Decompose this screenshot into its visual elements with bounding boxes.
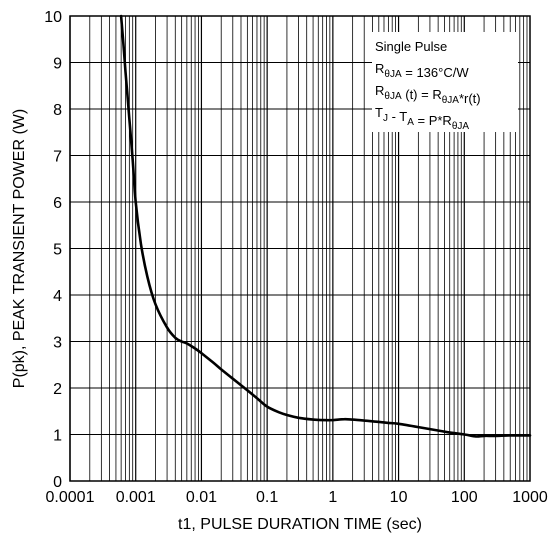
y-tick-label: 3	[53, 335, 62, 352]
annotation-subscript: θJA	[452, 121, 470, 132]
x-tick-label: 0.001	[116, 489, 156, 506]
x-tick-label: 100	[451, 489, 478, 506]
tick-labels: 0.0001 0.001 0.01 0.1 1 10 100 1000 0 1 2 3 4 5 6 7 8 9 10	[44, 9, 548, 506]
y-tick-label: 1	[53, 428, 62, 445]
annotation-text: = P*R	[414, 113, 452, 128]
y-tick-label: 8	[53, 102, 62, 119]
plot-area-frame	[69, 15, 531, 482]
annotation-line: RθJA = 136°C/W	[375, 61, 469, 80]
annotation-text: *r(t)	[459, 91, 481, 106]
y-tick-label: 9	[53, 56, 62, 73]
annotation-text: - T	[388, 109, 407, 124]
y-axis-label: P(pk), PEAK TRANSIENT POWER (W)	[11, 109, 28, 388]
y-tick-label: 4	[53, 288, 62, 305]
annotation-text: = 136°C/W	[402, 65, 470, 80]
annotation-subscript: θJA	[384, 69, 402, 80]
x-tick-label: 0.0001	[46, 489, 95, 506]
y-tick-label: 7	[53, 149, 62, 166]
x-tick-label: 10	[390, 489, 408, 506]
x-tick-label: 1000	[512, 489, 548, 506]
annotation-line: TJ - TA = P*RθJA	[375, 105, 469, 132]
y-tick-label: 6	[53, 195, 62, 212]
annotation-text: Single Pulse	[375, 39, 447, 54]
x-tick-label: 0.1	[256, 489, 278, 506]
annotation-subscript: A	[407, 117, 414, 128]
y-tick-label: 5	[53, 242, 62, 259]
annotation-line: Single Pulse	[375, 39, 447, 54]
data-series-line	[119, 14, 532, 438]
y-tick-label: 0	[53, 474, 62, 491]
x-tick-label: 0.01	[186, 489, 217, 506]
y-tick-label: 10	[44, 9, 62, 26]
annotation-text: (t) = R	[402, 87, 442, 102]
annotation-line: RθJA (t) = RθJA*r(t)	[375, 83, 481, 106]
grid	[69, 15, 530, 482]
x-axis-label: t1, PULSE DURATION TIME (sec)	[178, 516, 422, 533]
annotation-text: R	[375, 83, 384, 98]
x-tick-label: 1	[328, 489, 337, 506]
annotation-background	[372, 32, 518, 132]
annotation-text: R	[375, 61, 384, 76]
annotation-subscript: J	[383, 113, 388, 124]
annotation-subscript: θJA	[384, 91, 402, 102]
annotation-subscript: θJA	[442, 95, 460, 106]
annotation-text: T	[375, 105, 383, 120]
y-tick-label: 2	[53, 381, 62, 398]
